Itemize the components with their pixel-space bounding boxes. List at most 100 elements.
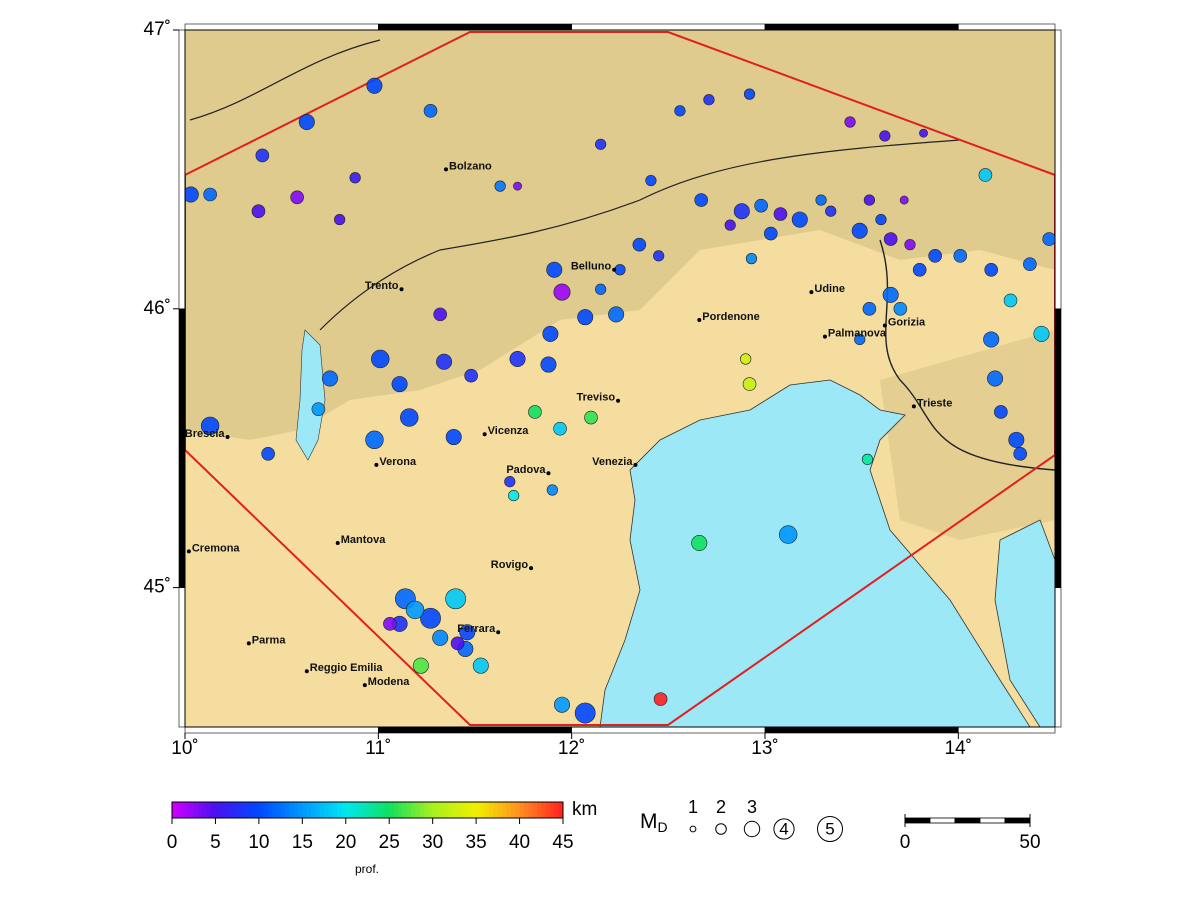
earthquake [203, 187, 217, 202]
colorbar-cell [536, 802, 542, 818]
city-dot [225, 435, 230, 440]
earthquake [412, 657, 429, 674]
colorbar-cell [458, 802, 464, 818]
earthquake [703, 94, 715, 106]
colorbar-tick-label: 5 [210, 832, 221, 853]
colorbar-cell [506, 802, 512, 818]
earthquake [674, 105, 686, 117]
frame-segment [184, 726, 379, 734]
magnitude-symbol [817, 816, 843, 842]
earthquake [742, 377, 757, 391]
colorbar-tick-label: 35 [466, 832, 487, 853]
colorbar-cell [276, 802, 282, 818]
earthquake [861, 453, 874, 465]
earthquake [904, 239, 916, 251]
colorbar-cell [219, 802, 225, 818]
colorbar-tick-label: 20 [335, 832, 356, 853]
frame-segment [1054, 308, 1062, 588]
earthquake [200, 416, 220, 436]
earthquake [445, 429, 462, 446]
city-label: Bolzano [449, 160, 492, 172]
colorbar-cell [467, 802, 473, 818]
city-dot [612, 267, 617, 272]
earthquake [423, 104, 438, 118]
colorbar-cell [315, 802, 321, 818]
city-label: Udine [814, 283, 845, 295]
colorbar-cell [215, 802, 221, 818]
frame-segment [184, 23, 379, 31]
depth-legend-unit: km [572, 799, 597, 820]
earthquake [420, 607, 441, 629]
colorbar-cell [389, 802, 395, 818]
city-label: Modena [368, 676, 410, 688]
lake-garda [295, 329, 326, 461]
earthquake [400, 408, 419, 427]
colorbar-cell [358, 802, 364, 818]
map-frame [184, 29, 1056, 728]
earthquake [614, 264, 626, 276]
colorbar-cell [280, 802, 286, 818]
earthquake [366, 77, 383, 94]
earthquake [349, 172, 361, 184]
earthquake [464, 368, 478, 383]
earthquake [371, 349, 390, 369]
colorbar-cell [271, 802, 277, 818]
colorbar-cell [254, 802, 260, 818]
colorbar-cell [484, 802, 490, 818]
earthquake [391, 376, 408, 393]
earthquake [595, 283, 607, 295]
earthquake [509, 350, 526, 367]
earthquake [540, 356, 557, 373]
colorbar-cell [532, 802, 538, 818]
magnitude-subscript: D [658, 819, 668, 835]
earthquake [875, 213, 887, 226]
colorbar-cell [415, 802, 421, 818]
city-dot [335, 540, 340, 545]
scale-bar-segment [979, 817, 1006, 824]
earthquake [251, 204, 266, 219]
earthquake [653, 250, 665, 262]
colorbar-tick-label: 15 [292, 832, 313, 853]
frame-segment [571, 726, 766, 734]
colorbar-tick-label: 30 [422, 832, 443, 853]
earthquake [883, 232, 898, 246]
magnitude-label: 2 [716, 797, 726, 817]
colorbar-cell [410, 802, 416, 818]
colorbar-cell [345, 802, 351, 818]
colorbar-cell [284, 802, 290, 818]
city-dot [546, 471, 551, 476]
colorbar-cell [267, 802, 273, 818]
colorbar-cell [311, 802, 316, 818]
colorbar-cell [445, 802, 451, 818]
colorbar-cell [258, 802, 264, 818]
earthquake [632, 237, 647, 252]
city-dot [374, 462, 379, 467]
colorbar-cell [497, 802, 503, 818]
earthquake [1008, 431, 1025, 448]
frame-segment [958, 726, 1056, 734]
scale-bar-segment [954, 817, 981, 824]
earthquake [574, 702, 596, 724]
earthquake [691, 534, 708, 551]
city-label: Brescia [185, 428, 226, 440]
colorbar-cell [297, 802, 303, 818]
city-dot [444, 167, 448, 172]
colorbar-cell [211, 802, 216, 818]
colorbar-cell [384, 802, 390, 818]
earthquake [321, 370, 338, 387]
city-label: Palmanova [828, 328, 887, 340]
colorbar-cell [302, 802, 308, 818]
colorbar-cell [202, 802, 208, 818]
scale-bar-segment [904, 817, 931, 824]
colorbar-tick-label: 40 [509, 832, 530, 853]
earthquake [912, 262, 927, 277]
earthquake [608, 306, 625, 323]
magnitude-symbol: M [640, 810, 658, 833]
earthquake [365, 430, 384, 450]
colorbar-cell [523, 802, 529, 818]
colorbar-cell [454, 802, 460, 818]
colorbar-cell [519, 802, 525, 818]
magnitude-label: 1 [688, 797, 698, 817]
earthquake [546, 261, 563, 278]
city-label: Verona [379, 456, 417, 468]
